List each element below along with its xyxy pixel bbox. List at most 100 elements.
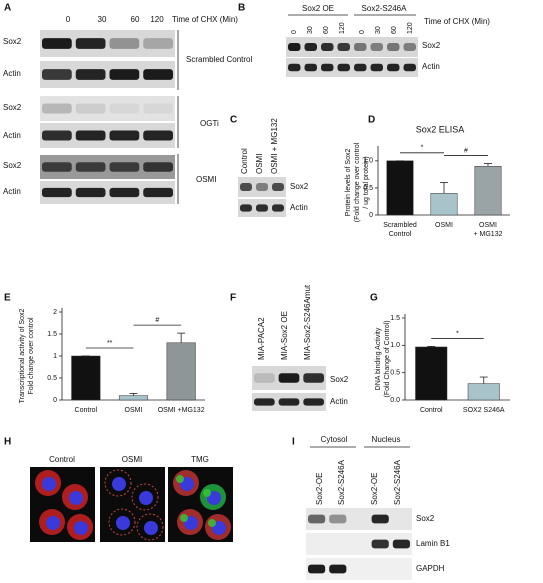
x-tick-label: OSMI (435, 222, 453, 229)
band (371, 539, 389, 549)
cell (136, 513, 164, 541)
group-header: Sox2-S246A (362, 4, 408, 13)
y-axis-label: Transcriptional activity of Sox2 (19, 309, 26, 404)
blot (40, 181, 175, 204)
lane-label: 30 (307, 26, 314, 34)
band (278, 398, 300, 406)
band (42, 38, 72, 49)
band (308, 514, 326, 524)
band (370, 63, 383, 72)
band (143, 103, 173, 114)
lane-label: 0 (66, 15, 71, 24)
row-label: Sox2 (3, 103, 22, 112)
y-tick-label: 1 (53, 353, 57, 360)
panel-letter: D (368, 115, 375, 126)
band (354, 63, 367, 72)
row-label: Actin (3, 69, 21, 78)
cell (131, 483, 159, 511)
band (371, 514, 389, 524)
band (42, 162, 72, 172)
nucleus (69, 491, 83, 505)
y-tick-label: 0.5 (363, 185, 373, 192)
band (303, 398, 324, 406)
lane-label: Sox2-S246A (393, 459, 402, 505)
row-label: Sox2 (416, 514, 435, 523)
cell (108, 508, 136, 536)
band (109, 38, 140, 49)
y-tick-label: 0.5 (390, 370, 400, 377)
lane-label: Sox2-OE (315, 473, 324, 505)
blot (306, 558, 412, 580)
nucleus (139, 491, 153, 505)
band (272, 183, 284, 191)
x-tick-label: OSMI + MG132 (474, 222, 503, 238)
lane-label: OSMI + MG132 (270, 118, 279, 174)
x-tick-label: SOX2 S246A (463, 407, 505, 414)
image-label: Control (49, 455, 75, 464)
stain (180, 514, 188, 522)
image-label: OSMI (122, 455, 142, 464)
panel-letter: I (292, 437, 295, 448)
nucleus (42, 477, 56, 491)
nucleus (144, 521, 158, 535)
y-axis-label: Protein levels of Sox2 (345, 149, 352, 217)
significance-mark: # (155, 317, 159, 324)
nucleus (74, 521, 88, 535)
group-header: Sox2 OE (302, 4, 334, 13)
y-tick-label: 0.5 (47, 375, 57, 382)
row-label: Actin (330, 397, 348, 406)
lane-label: 60 (391, 26, 398, 34)
band (75, 162, 106, 172)
chart-title: Sox2 ELISA (416, 124, 465, 134)
y-tick-label: 1.0 (390, 342, 400, 349)
lane-label: 0 (359, 30, 366, 34)
y-axis-label: DNA binding Activity (375, 327, 382, 390)
significance-mark: * (421, 145, 424, 152)
band (329, 514, 347, 524)
band (256, 204, 268, 212)
y-tick-label: 1.5 (47, 331, 57, 338)
panel-letter: H (4, 437, 11, 448)
band (143, 187, 173, 198)
x-tick-label: OSMI +MG132 (158, 407, 205, 414)
lane-label: 120 (339, 22, 346, 34)
y-axis-label: (Fold change over control (354, 142, 361, 222)
nucleus (46, 516, 60, 530)
panel-letter: F (230, 293, 236, 304)
group-header: Nucleus (372, 435, 401, 444)
band (321, 63, 334, 72)
panel-letter: G (370, 293, 378, 304)
y-tick-label: 1.5 (390, 315, 400, 322)
band (240, 183, 252, 191)
row-label: Actin (290, 203, 308, 212)
lane-label: Sox2-S246A (337, 459, 346, 505)
image-label: TMG (191, 455, 209, 464)
blot (40, 96, 175, 121)
band (337, 63, 350, 72)
band (403, 43, 416, 51)
lane-label: 30 (98, 15, 107, 24)
x-tick-label: Scrambled Control (383, 222, 417, 238)
panel-letter: A (4, 3, 11, 14)
band (387, 63, 400, 72)
blot (306, 533, 412, 555)
panel-letter: B (238, 3, 245, 14)
y-tick-label: 0 (53, 397, 57, 404)
row-label: Actin (422, 62, 440, 71)
time-label: Time of CHX (Min) (424, 17, 490, 26)
band (272, 204, 284, 212)
lane-label: 0 (291, 30, 298, 34)
y-axis-label: (Fold Change of Control) (384, 320, 391, 397)
band (240, 204, 252, 212)
band (254, 373, 275, 383)
band (42, 130, 72, 141)
panel-letter: C (230, 115, 237, 126)
band (288, 63, 301, 72)
stain (176, 475, 184, 483)
blots (40, 30, 418, 580)
bar (71, 355, 101, 401)
band (75, 103, 106, 114)
group-header: Cytosol (321, 435, 348, 444)
row-label: Sox2 (422, 41, 441, 50)
bar (415, 346, 448, 401)
